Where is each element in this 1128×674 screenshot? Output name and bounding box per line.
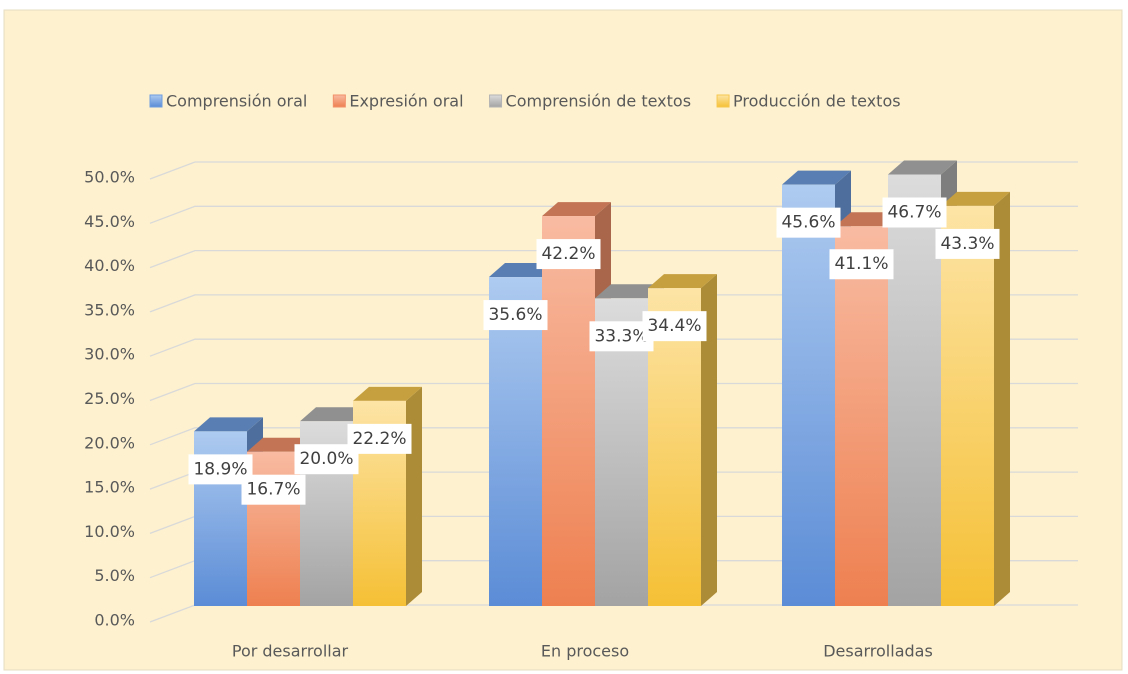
data-label: 33.3% <box>594 326 648 346</box>
data-label: 35.6% <box>488 305 542 325</box>
bar <box>888 174 941 606</box>
legend-label: Comprensión oral <box>166 92 307 111</box>
y-tick-label: 20.0% <box>84 433 135 452</box>
y-tick-label: 5.0% <box>94 566 135 585</box>
data-label: 34.4% <box>647 316 701 336</box>
bar-top <box>542 202 611 217</box>
bar <box>782 184 835 606</box>
legend-label: Comprensión de textos <box>506 92 692 111</box>
data-label-bg <box>241 474 306 505</box>
bar <box>835 226 888 606</box>
bar-top <box>782 170 851 185</box>
bar-top <box>194 417 263 432</box>
data-label-bg <box>935 228 1000 259</box>
data-label: 43.3% <box>940 234 994 254</box>
data-label: 16.7% <box>246 480 300 500</box>
y-tick-label: 10.0% <box>84 522 135 541</box>
y-tick-label: 25.0% <box>84 389 135 408</box>
bar-top <box>595 284 664 299</box>
bar-side <box>994 191 1010 606</box>
y-tick-label: 50.0% <box>84 168 135 187</box>
bar-top <box>648 274 717 289</box>
data-label-bg <box>642 311 707 342</box>
data-label-bg <box>536 239 601 270</box>
data-label-bg <box>483 300 548 331</box>
x-tick-label: En proceso <box>541 642 629 661</box>
y-tick-label: 30.0% <box>84 345 135 364</box>
data-label: 22.2% <box>352 429 406 449</box>
bar-side <box>701 274 717 606</box>
data-label-bg <box>829 249 894 280</box>
legend-swatch <box>149 94 163 108</box>
y-tick-label: 45.0% <box>84 212 135 231</box>
grid-line <box>149 161 1078 180</box>
data-label: 18.9% <box>193 459 247 479</box>
bar-top <box>888 160 957 175</box>
data-label-bg <box>882 197 947 228</box>
legend-swatch <box>716 94 730 108</box>
bar-side <box>406 386 422 606</box>
legend-swatch <box>489 94 503 108</box>
data-label-bg <box>347 423 412 454</box>
data-label: 46.7% <box>887 202 941 222</box>
x-tick-label: Desarrolladas <box>823 642 933 661</box>
legend-label: Expresión oral <box>349 92 463 111</box>
bar <box>489 277 542 606</box>
y-tick-label: 0.0% <box>94 611 135 630</box>
data-label-bg <box>776 207 841 238</box>
bar-top <box>941 191 1010 206</box>
y-tick-label: 40.0% <box>84 256 135 275</box>
data-label: 41.1% <box>834 254 888 274</box>
bar-top <box>353 386 422 401</box>
y-tick-label: 15.0% <box>84 478 135 497</box>
bar <box>542 216 595 606</box>
data-label: 20.0% <box>299 449 353 469</box>
bar <box>941 205 994 606</box>
legend-swatch <box>332 94 346 108</box>
data-label: 42.2% <box>541 244 595 264</box>
data-label: 45.6% <box>781 213 835 233</box>
x-tick-label: Por desarrollar <box>232 642 349 661</box>
y-tick-label: 35.0% <box>84 300 135 319</box>
legend-label: Producción de textos <box>733 92 901 111</box>
bar-top <box>300 407 369 422</box>
